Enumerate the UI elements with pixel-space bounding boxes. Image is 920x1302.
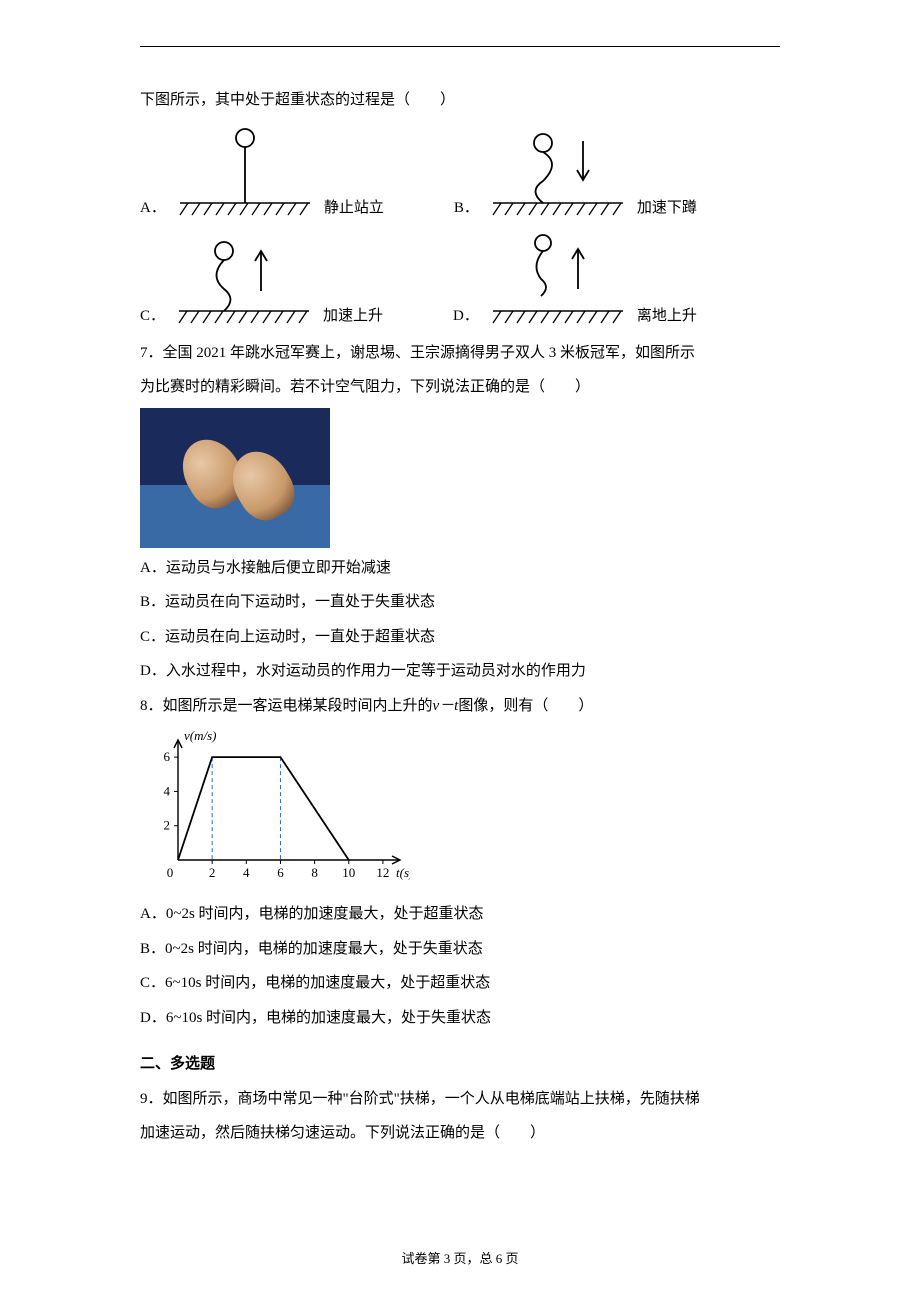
- q6-opt-A-caption: 静止站立: [324, 194, 384, 223]
- section-2-heading: 二、多选题: [140, 1050, 780, 1079]
- q8-stem-vt: v－t: [433, 698, 459, 714]
- q6-opt-D-caption: 离地上升: [637, 302, 697, 331]
- footer-mid: 页，总: [450, 1251, 496, 1266]
- q8-opt-A: A．0~2s 时间内，电梯的加速度最大，处于超重状态: [140, 900, 780, 929]
- svg-text:6: 6: [164, 749, 171, 764]
- q7-stem-line2: 为比赛时的精彩瞬间。若不计空气阻力，下列说法正确的是（ ）: [140, 373, 780, 402]
- footer-pre: 试卷第: [401, 1251, 443, 1266]
- q6-opt-D-letter: D．: [453, 302, 479, 331]
- header-rule: [140, 46, 780, 47]
- svg-text:v(m/s): v(m/s): [184, 728, 217, 743]
- svg-text:2: 2: [209, 865, 216, 880]
- svg-text:2: 2: [164, 818, 171, 833]
- svg-text:4: 4: [243, 865, 250, 880]
- q8-opt-D: D．6~10s 时间内，电梯的加速度最大，处于失重状态: [140, 1004, 780, 1033]
- page-footer: 试卷第 3 页，总 6 页: [0, 1247, 920, 1272]
- q6-opt-B: B．: [454, 123, 697, 223]
- svg-text:6: 6: [277, 865, 284, 880]
- q6-opt-C-caption: 加速上升: [323, 302, 383, 331]
- q7-opt-D: D．入水过程中，水对运动员的作用力一定等于运动员对水的作用力: [140, 657, 780, 686]
- q6-opt-B-caption: 加速下蹲: [637, 194, 697, 223]
- q8-stem: 8．如图所示是一客运电梯某段时间内上升的v－t图像，则有（ ）: [140, 692, 780, 721]
- q7-stem-line1: 7．全国 2021 年跳水冠军赛上，谢思埸、王宗源摘得男子双人 3 米板冠军，如…: [140, 339, 780, 368]
- q7-opt-B: B．运动员在向下运动时，一直处于失重状态: [140, 588, 780, 617]
- svg-text:0: 0: [167, 865, 174, 880]
- q6-options-row2: C．: [140, 231, 780, 331]
- svg-text:t(s): t(s): [396, 865, 410, 880]
- q6-opt-A-letter: A．: [140, 194, 166, 223]
- q6-intro: 下图所示，其中处于超重状态的过程是（ ）: [140, 86, 780, 115]
- q7-opt-A: A．运动员与水接触后便立即开始减速: [140, 554, 780, 583]
- svg-text:12: 12: [376, 865, 389, 880]
- q6-options-row1: A．: [140, 123, 780, 223]
- q7-opt-C: C．运动员在向上运动时，一直处于超重状态: [140, 623, 780, 652]
- svg-text:10: 10: [342, 865, 355, 880]
- q6-opt-C: C．: [140, 231, 383, 331]
- svg-text:4: 4: [164, 783, 171, 798]
- svg-text:8: 8: [311, 865, 318, 880]
- q8-chart: 2 4 6 2 4 6 8 10 12 0 v(m/s) t(s): [140, 726, 780, 886]
- q6-fig-A: [170, 123, 320, 223]
- q6-fig-B: [483, 123, 633, 223]
- q6-opt-B-letter: B．: [454, 194, 479, 223]
- q6-fig-D: [483, 231, 633, 331]
- q6-opt-D: D．: [453, 231, 697, 331]
- q7-photo: [140, 408, 330, 548]
- q9-stem-line2: 加速运动，然后随扶梯匀速运动。下列说法正确的是（ ）: [140, 1119, 780, 1148]
- q8-stem-pre: 8．如图所示是一客运电梯某段时间内上升的: [140, 698, 433, 714]
- footer-post: 页: [502, 1251, 518, 1266]
- q8-stem-post: 图像，则有（ ）: [458, 698, 593, 714]
- q6-fig-C: [169, 231, 319, 331]
- q6-opt-A: A．: [140, 123, 384, 223]
- q9-stem-line1: 9．如图所示，商场中常见一种"台阶式"扶梯，一个人从电梯底端站上扶梯，先随扶梯: [140, 1085, 780, 1114]
- q6-opt-C-letter: C．: [140, 302, 165, 331]
- q8-opt-B: B．0~2s 时间内，电梯的加速度最大，处于失重状态: [140, 935, 780, 964]
- q8-opt-C: C．6~10s 时间内，电梯的加速度最大，处于超重状态: [140, 969, 780, 998]
